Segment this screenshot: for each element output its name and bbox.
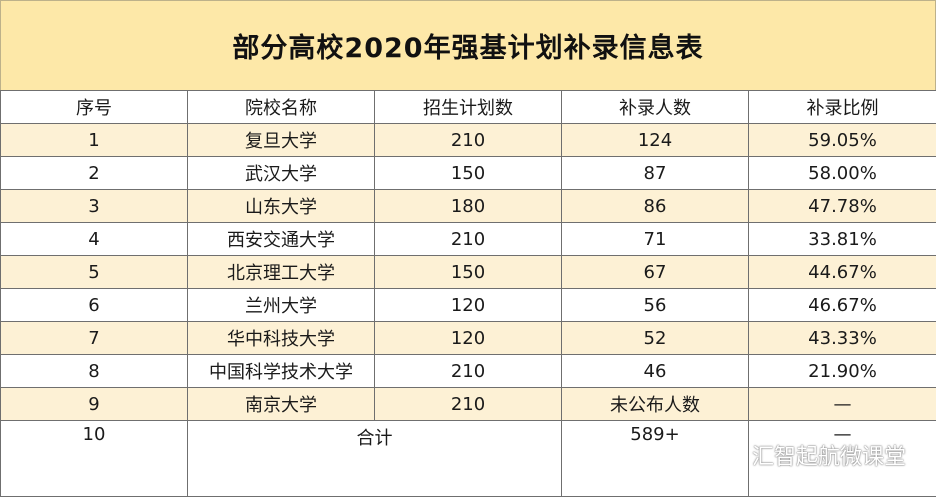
- header-row: 序号 院校名称 招生计划数 补录人数 补录比例: [0, 90, 936, 124]
- watermark-text: 汇智起航微课堂: [751, 445, 906, 470]
- cell-supplement: 67: [561, 255, 749, 289]
- total-no: 10: [0, 420, 188, 497]
- cell-school: 南京大学: [187, 387, 375, 421]
- total-supplement: 589+: [561, 420, 749, 497]
- header-no: 序号: [0, 90, 188, 124]
- cell-ratio: 43.33%: [748, 321, 936, 355]
- table-title: 部分高校2020年强基计划补录信息表: [232, 33, 704, 64]
- cell-supplement: 52: [561, 321, 749, 355]
- cell-plan: 210: [374, 354, 562, 388]
- cell-no: 9: [0, 387, 188, 421]
- wechat-icon: [710, 442, 743, 467]
- cell-supplement: 71: [561, 222, 749, 256]
- cell-supplement: 86: [561, 189, 749, 223]
- cell-no: 6: [0, 288, 188, 322]
- table-row: 6 兰州大学 120 56 46.67%: [0, 288, 936, 322]
- cell-ratio: 58.00%: [748, 156, 936, 190]
- table-row: 9 南京大学 210 未公布人数 —: [0, 387, 936, 421]
- table-row: 2 武汉大学 150 87 58.00%: [0, 156, 936, 190]
- table-row: 1 复旦大学 210 124 59.05%: [0, 123, 936, 157]
- cell-ratio: 46.67%: [748, 288, 936, 322]
- cell-ratio: 47.78%: [748, 189, 936, 223]
- table-row: 4 西安交通大学 210 71 33.81%: [0, 222, 936, 256]
- cell-plan: 210: [374, 123, 562, 157]
- table-row: 7 华中科技大学 120 52 43.33%: [0, 321, 936, 355]
- cell-ratio: —: [748, 387, 936, 421]
- cell-school: 华中科技大学: [187, 321, 375, 355]
- table-row: 8 中国科学技术大学 210 46 21.90%: [0, 354, 936, 388]
- cell-school: 北京理工大学: [187, 255, 375, 289]
- cell-school: 复旦大学: [187, 123, 375, 157]
- cell-supplement: 56: [561, 288, 749, 322]
- cell-plan: 150: [374, 156, 562, 190]
- cell-plan: 120: [374, 321, 562, 355]
- cell-ratio: 59.05%: [748, 123, 936, 157]
- total-row: 10 合计 589+ —: [0, 420, 936, 497]
- cell-school: 西安交通大学: [187, 222, 375, 256]
- cell-plan: 120: [374, 288, 562, 322]
- cell-school: 山东大学: [187, 189, 375, 223]
- cell-plan: 210: [374, 387, 562, 421]
- table-row: 3 山东大学 180 86 47.78%: [0, 189, 936, 223]
- cell-supplement: 124: [561, 123, 749, 157]
- header-supplement: 补录人数: [561, 90, 749, 124]
- cell-no: 2: [0, 156, 188, 190]
- watermark: 汇智起航微课堂: [710, 439, 906, 471]
- table-row: 5 北京理工大学 150 67 44.67%: [0, 255, 936, 289]
- cell-plan: 180: [374, 189, 562, 223]
- total-label: 合计: [187, 420, 562, 497]
- cell-ratio: 21.90%: [748, 354, 936, 388]
- cell-school: 中国科学技术大学: [187, 354, 375, 388]
- header-ratio: 补录比例: [748, 90, 936, 124]
- cell-no: 8: [0, 354, 188, 388]
- cell-plan: 150: [374, 255, 562, 289]
- cell-ratio: 44.67%: [748, 255, 936, 289]
- cell-no: 1: [0, 123, 188, 157]
- cell-no: 4: [0, 222, 188, 256]
- cell-school: 武汉大学: [187, 156, 375, 190]
- cell-supplement: 未公布人数: [561, 387, 749, 421]
- cell-no: 3: [0, 189, 188, 223]
- data-table: 序号 院校名称 招生计划数 补录人数 补录比例 1 复旦大学 210 124 5…: [0, 90, 936, 497]
- total-ratio: —: [748, 420, 936, 497]
- cell-ratio: 33.81%: [748, 222, 936, 256]
- cell-no: 5: [0, 255, 188, 289]
- title-bar: 部分高校2020年强基计划补录信息表: [0, 0, 936, 90]
- cell-school: 兰州大学: [187, 288, 375, 322]
- cell-plan: 210: [374, 222, 562, 256]
- cell-no: 7: [0, 321, 188, 355]
- cell-supplement: 46: [561, 354, 749, 388]
- header-plan: 招生计划数: [374, 90, 562, 124]
- header-school: 院校名称: [187, 90, 375, 124]
- cell-supplement: 87: [561, 156, 749, 190]
